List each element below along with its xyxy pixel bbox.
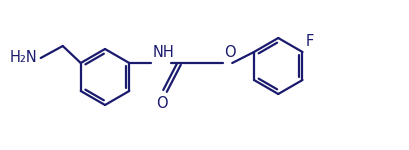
Text: F: F	[306, 34, 314, 49]
Text: H₂N: H₂N	[10, 50, 38, 64]
Text: NH: NH	[152, 45, 174, 60]
Text: O: O	[156, 96, 168, 111]
Text: O: O	[224, 45, 236, 60]
